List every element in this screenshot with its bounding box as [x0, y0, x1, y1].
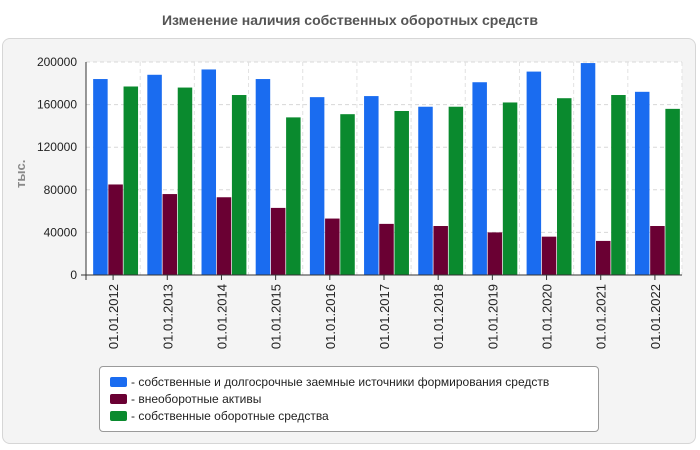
- x-tick-label: 01.01.2015: [269, 284, 284, 349]
- bar-sources: [418, 106, 433, 275]
- legend-label-noncurrent-assets: - внеоборотные активы: [131, 391, 262, 406]
- x-tick-label: 01.01.2021: [594, 284, 609, 349]
- bar-working-capital: [340, 114, 355, 275]
- bar-sources: [580, 63, 596, 275]
- y-axis-label: тыс.: [13, 159, 28, 188]
- bar-noncurrent-assets: [379, 223, 394, 275]
- bar-working-capital: [502, 102, 518, 275]
- legend-item-noncurrent-assets: - внеоборотные активы: [110, 390, 598, 407]
- bar-noncurrent-assets: [216, 197, 232, 275]
- bar-sources: [309, 97, 325, 276]
- x-tick-label: 01.01.2016: [323, 284, 338, 349]
- x-tick-label: 01.01.2019: [485, 284, 500, 349]
- bar-sources: [255, 79, 271, 275]
- y-tick-label: 160000: [37, 98, 77, 112]
- bar-sources: [147, 74, 162, 275]
- bar-noncurrent-assets: [541, 236, 557, 275]
- legend-label-working-capital: - собственные оборотные средства: [131, 408, 329, 423]
- chart-title: Изменение наличия собственных оборотных …: [161, 12, 539, 28]
- y-tick-label: 0: [70, 268, 77, 282]
- bar-sources: [634, 91, 650, 275]
- bar-sources: [93, 79, 108, 275]
- x-tick-label: 01.01.2018: [431, 284, 446, 349]
- bar-sources: [201, 69, 217, 275]
- y-tick-label: 200000: [37, 55, 77, 69]
- bar-noncurrent-assets: [162, 194, 178, 275]
- x-tick-label: 01.01.2012: [106, 284, 121, 349]
- bar-noncurrent-assets: [433, 226, 448, 275]
- bar-working-capital: [611, 95, 626, 275]
- bar-working-capital: [286, 117, 301, 275]
- bar-noncurrent-assets: [270, 207, 286, 275]
- bar-sources: [364, 96, 379, 275]
- x-tick-label: 01.01.2017: [377, 284, 392, 349]
- bar-working-capital: [557, 98, 572, 276]
- legend-swatch-sources: [110, 376, 127, 387]
- bar-noncurrent-assets: [650, 226, 665, 275]
- bar-working-capital: [231, 95, 247, 275]
- x-tick-label: 01.01.2022: [648, 284, 663, 349]
- x-tick-label: 01.01.2013: [160, 284, 175, 349]
- legend-swatch-working-capital: [110, 410, 127, 421]
- bar-working-capital: [448, 106, 464, 275]
- bar-working-capital: [394, 110, 409, 276]
- bar-sources: [526, 71, 542, 276]
- bar-working-capital: [665, 108, 680, 275]
- bar-working-capital: [123, 86, 139, 276]
- legend-swatch-noncurrent-assets: [110, 393, 127, 404]
- bar-noncurrent-assets: [595, 240, 611, 275]
- y-tick-label: 120000: [37, 140, 77, 154]
- x-tick-label: 01.01.2014: [214, 284, 229, 349]
- y-tick-label: 40000: [44, 225, 78, 239]
- y-tick-label: 80000: [44, 183, 78, 197]
- legend-item-working-capital: - собственные оборотные средства: [110, 407, 598, 424]
- bar-working-capital: [177, 87, 193, 275]
- bar-noncurrent-assets: [487, 232, 503, 275]
- legend: - собственные и долгосрочные заемные ист…: [99, 366, 599, 432]
- legend-item-sources: - собственные и долгосрочные заемные ист…: [110, 373, 598, 390]
- bar-noncurrent-assets: [108, 184, 123, 275]
- bar-noncurrent-assets: [325, 218, 340, 275]
- x-tick-label: 01.01.2020: [540, 284, 555, 349]
- legend-label-sources: - собственные и долгосрочные заемные ист…: [131, 374, 550, 389]
- bar-sources: [472, 82, 487, 275]
